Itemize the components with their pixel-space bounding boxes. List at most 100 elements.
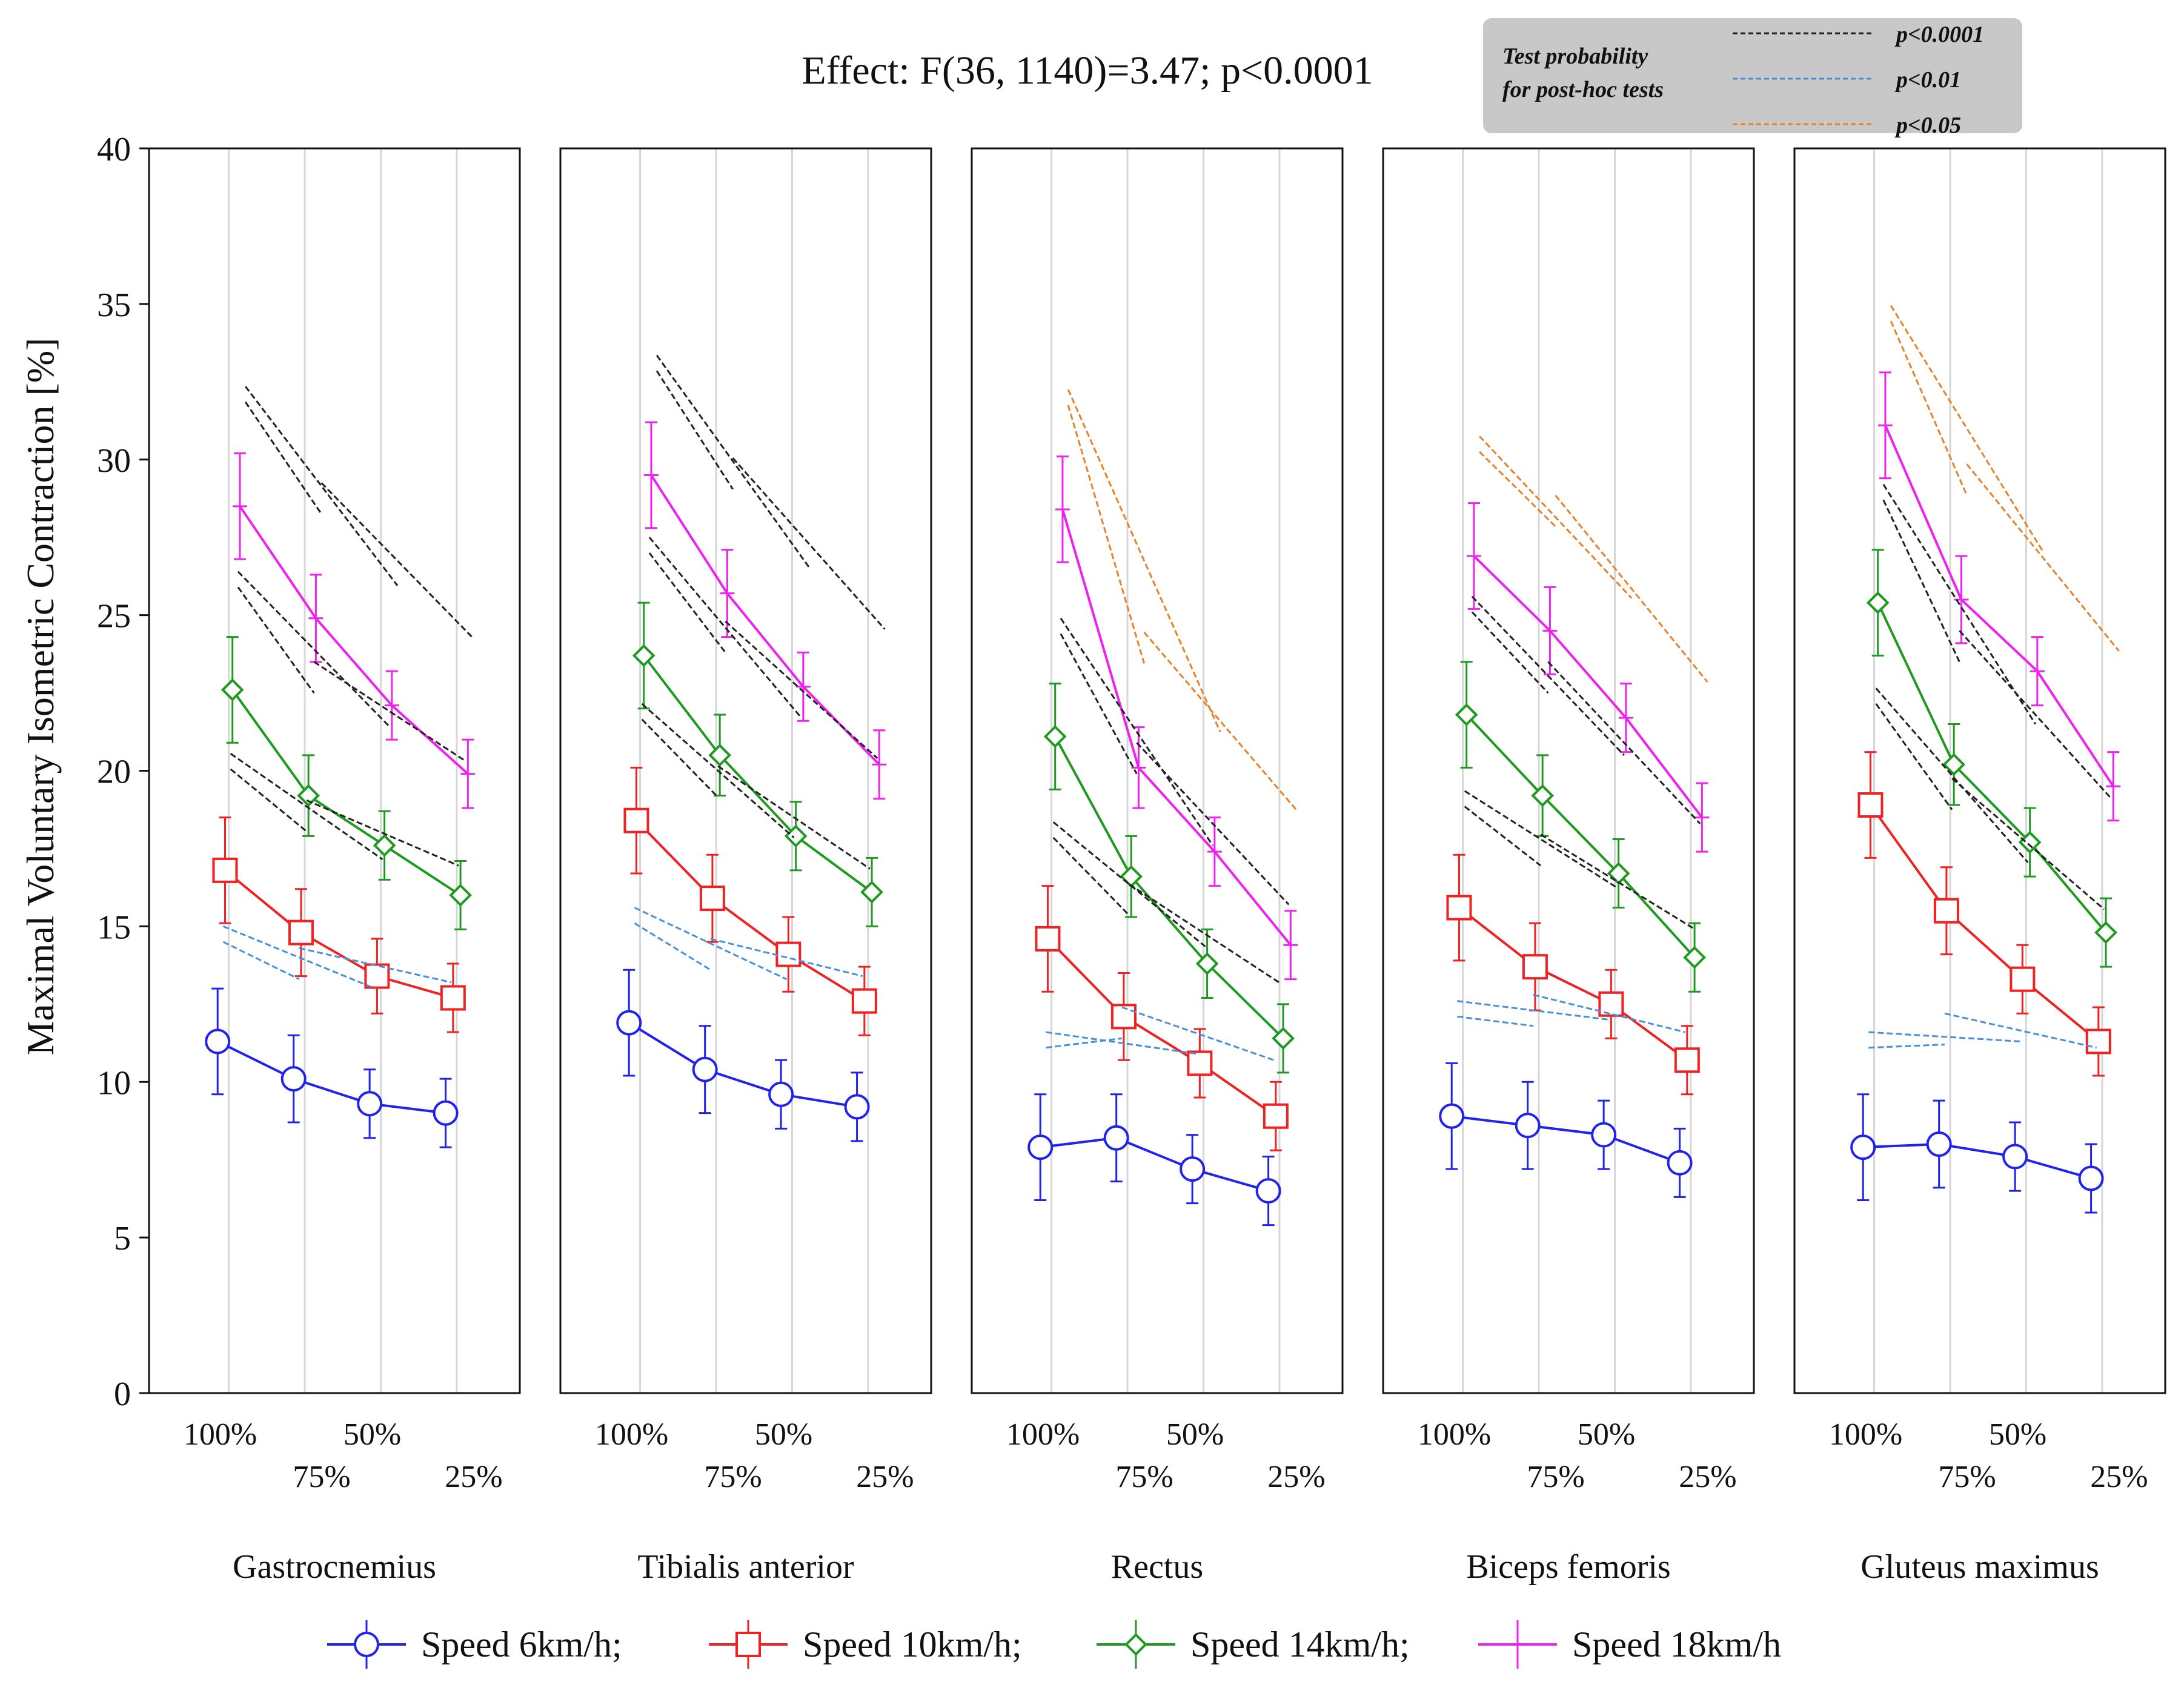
significance-line bbox=[1555, 494, 1708, 683]
significance-line bbox=[1457, 1000, 1610, 1021]
data-point-diamond bbox=[1531, 784, 1554, 807]
significance-line bbox=[230, 753, 383, 861]
x-tick-label: 75% bbox=[1527, 1460, 1584, 1494]
data-point-circle bbox=[1591, 1122, 1617, 1148]
significance-line bbox=[237, 586, 315, 694]
x-tick-label: 25% bbox=[445, 1460, 502, 1494]
data-point-diamond bbox=[297, 784, 320, 807]
significance-line bbox=[230, 768, 308, 832]
series bbox=[1850, 1093, 2104, 1214]
series-line bbox=[1040, 1136, 1269, 1192]
significance-legend-title-1: Test probability bbox=[1502, 44, 1648, 69]
data-point-square bbox=[1035, 925, 1061, 952]
data-point-circle bbox=[1180, 1156, 1206, 1182]
x-tick-label: 100% bbox=[1829, 1417, 1902, 1452]
data-point-circle bbox=[433, 1100, 459, 1126]
data-point-circle bbox=[1439, 1103, 1465, 1129]
data-point-circle bbox=[1926, 1131, 1952, 1157]
significance-line bbox=[244, 401, 322, 515]
significance-line bbox=[634, 922, 711, 971]
chart-title: Effect: F(36, 1140)=3.47; p<0.0001 bbox=[802, 48, 1373, 93]
data-point-square bbox=[288, 919, 314, 945]
significance-line bbox=[648, 552, 726, 654]
data-point-circle bbox=[1667, 1150, 1693, 1176]
data-point-square bbox=[1187, 1050, 1213, 1076]
data-point-square bbox=[1857, 792, 1884, 818]
significance-lines bbox=[1868, 305, 2120, 1049]
significance-line bbox=[641, 718, 719, 798]
y-tick-label: 25 bbox=[97, 598, 131, 635]
significance-legend-label: p<0.0001 bbox=[1894, 22, 1984, 47]
x-tick-label: 50% bbox=[344, 1417, 401, 1452]
significance-line bbox=[1060, 633, 1138, 775]
series-line bbox=[217, 1040, 446, 1114]
data-point-square bbox=[1598, 991, 1624, 1017]
data-point-diamond bbox=[1124, 1633, 1147, 1656]
x-tick-label: 100% bbox=[1418, 1417, 1491, 1452]
x-tick-label: 50% bbox=[1989, 1417, 2046, 1452]
y-tick-label: 0 bbox=[114, 1376, 131, 1413]
significance-line bbox=[717, 765, 871, 870]
series bbox=[1857, 751, 2111, 1077]
series bbox=[632, 601, 883, 927]
significance-line bbox=[1464, 806, 1542, 867]
series-line bbox=[1451, 1114, 1681, 1164]
series-line bbox=[1047, 938, 1276, 1117]
panel-label: Biceps femoris bbox=[1466, 1548, 1670, 1586]
data-point-diamond bbox=[373, 833, 396, 857]
significance-line bbox=[1067, 389, 1221, 732]
significance-line bbox=[656, 354, 810, 568]
y-tick-label: 15 bbox=[97, 909, 131, 946]
series bbox=[1035, 885, 1289, 1151]
y-tick-label: 35 bbox=[97, 286, 131, 324]
series bbox=[1866, 549, 2117, 968]
data-point-circle bbox=[1515, 1113, 1541, 1139]
significance-line bbox=[1882, 484, 2037, 725]
series-line bbox=[1054, 736, 1284, 1039]
data-point-circle bbox=[357, 1091, 383, 1117]
significance-line bbox=[1136, 742, 1290, 906]
y-axis-label: Maximal Voluntary Isometric Contraction … bbox=[19, 338, 62, 1056]
series bbox=[1027, 1093, 1281, 1227]
x-tick-label: 25% bbox=[1267, 1460, 1325, 1494]
data-point-square bbox=[1446, 895, 1472, 921]
data-point-diamond bbox=[1272, 1027, 1295, 1050]
series bbox=[205, 987, 459, 1148]
data-point-circle bbox=[2078, 1165, 2104, 1191]
panel-label: Gastrocnemius bbox=[233, 1548, 436, 1586]
significance-line bbox=[1944, 1012, 2097, 1049]
series-line bbox=[1869, 804, 2100, 1043]
significance-line bbox=[244, 386, 399, 586]
significance-line bbox=[1882, 499, 1960, 663]
significance-line bbox=[710, 938, 863, 978]
significance-line bbox=[1959, 630, 2113, 800]
data-point-diamond bbox=[1942, 753, 1965, 776]
x-tick-label: 50% bbox=[1578, 1417, 1635, 1452]
series-line bbox=[643, 655, 873, 893]
significance-line bbox=[1875, 687, 2029, 864]
data-point-square bbox=[1933, 898, 1959, 924]
legend-label: Speed 14km/h; bbox=[1190, 1624, 1410, 1664]
significance-line bbox=[732, 457, 886, 630]
significance-line bbox=[1052, 836, 1130, 916]
panel-label: Rectus bbox=[1111, 1548, 1203, 1586]
legend-label: Speed 6km/h; bbox=[421, 1624, 622, 1664]
x-tick-label: 75% bbox=[704, 1460, 762, 1494]
series-line bbox=[1465, 714, 1696, 959]
series bbox=[1055, 455, 1298, 981]
series-line bbox=[650, 474, 880, 766]
series bbox=[1877, 371, 2121, 822]
series bbox=[212, 816, 466, 1033]
data-point-diamond bbox=[1455, 703, 1478, 726]
significance-line bbox=[1464, 790, 1618, 889]
significance-line bbox=[1540, 833, 1693, 929]
x-tick-label: 25% bbox=[2090, 1460, 2148, 1494]
legend-label: Speed 18km/h bbox=[1572, 1624, 1781, 1664]
significance-line bbox=[1046, 1037, 1123, 1049]
data-point-square bbox=[1263, 1103, 1289, 1129]
data-point-diamond bbox=[449, 884, 472, 907]
significance-legend-box bbox=[1483, 18, 2022, 133]
x-tick-label: 25% bbox=[1679, 1460, 1736, 1494]
significance-line bbox=[1457, 1015, 1534, 1027]
panel-frame bbox=[971, 147, 1344, 1394]
